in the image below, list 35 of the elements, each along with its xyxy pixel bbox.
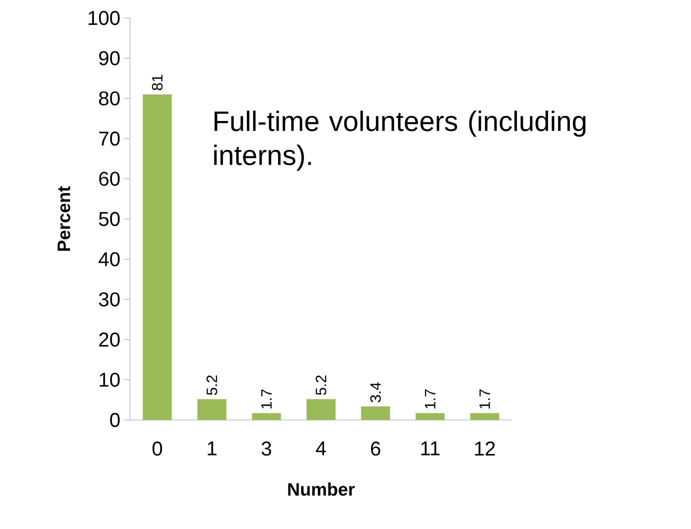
x-axis-title: Number [288, 482, 355, 496]
bar [197, 399, 226, 420]
x-tick-label: 6 [371, 442, 380, 456]
data-label: 5.2 [206, 375, 218, 395]
y-tick-label: 80 [99, 91, 120, 106]
data-label: 1.7 [480, 390, 490, 408]
y-tick-label: 0 [110, 412, 120, 428]
annotation: Full-time volunteers (including interns). [214, 110, 586, 171]
y-tick-label: 100 [88, 10, 120, 26]
x-tick-label: 0 [152, 442, 162, 456]
y-tick-label: 30 [98, 292, 120, 306]
data-label: 1.7 [261, 390, 272, 408]
bar [306, 399, 336, 420]
x-tick-label: 3 [262, 442, 272, 456]
data-label: 3.4 [370, 382, 381, 402]
x-tick-label: 12 [475, 442, 495, 456]
data-label: 5.2 [316, 375, 326, 395]
y-tick-label: 50 [99, 212, 120, 226]
data-label: 81 [152, 74, 163, 90]
y-tick-label: 10 [100, 372, 120, 387]
bar [252, 413, 281, 420]
x-tick-label: 1 [208, 442, 216, 456]
y-tick-label: 40 [98, 252, 120, 266]
y-axis-title: Percent [58, 186, 70, 251]
y-tick-label: 90 [99, 51, 120, 66]
data-label: 1.7 [424, 390, 436, 408]
y-tick-label: 60 [99, 172, 120, 186]
y-tick-label: 70 [99, 132, 120, 146]
x-tick-label: 11 [421, 442, 440, 456]
bar [361, 406, 390, 420]
bar [470, 413, 500, 420]
bar [142, 94, 172, 420]
bar [416, 413, 445, 420]
y-tick-label: 20 [99, 332, 120, 347]
x-tick-label: 4 [316, 442, 326, 456]
